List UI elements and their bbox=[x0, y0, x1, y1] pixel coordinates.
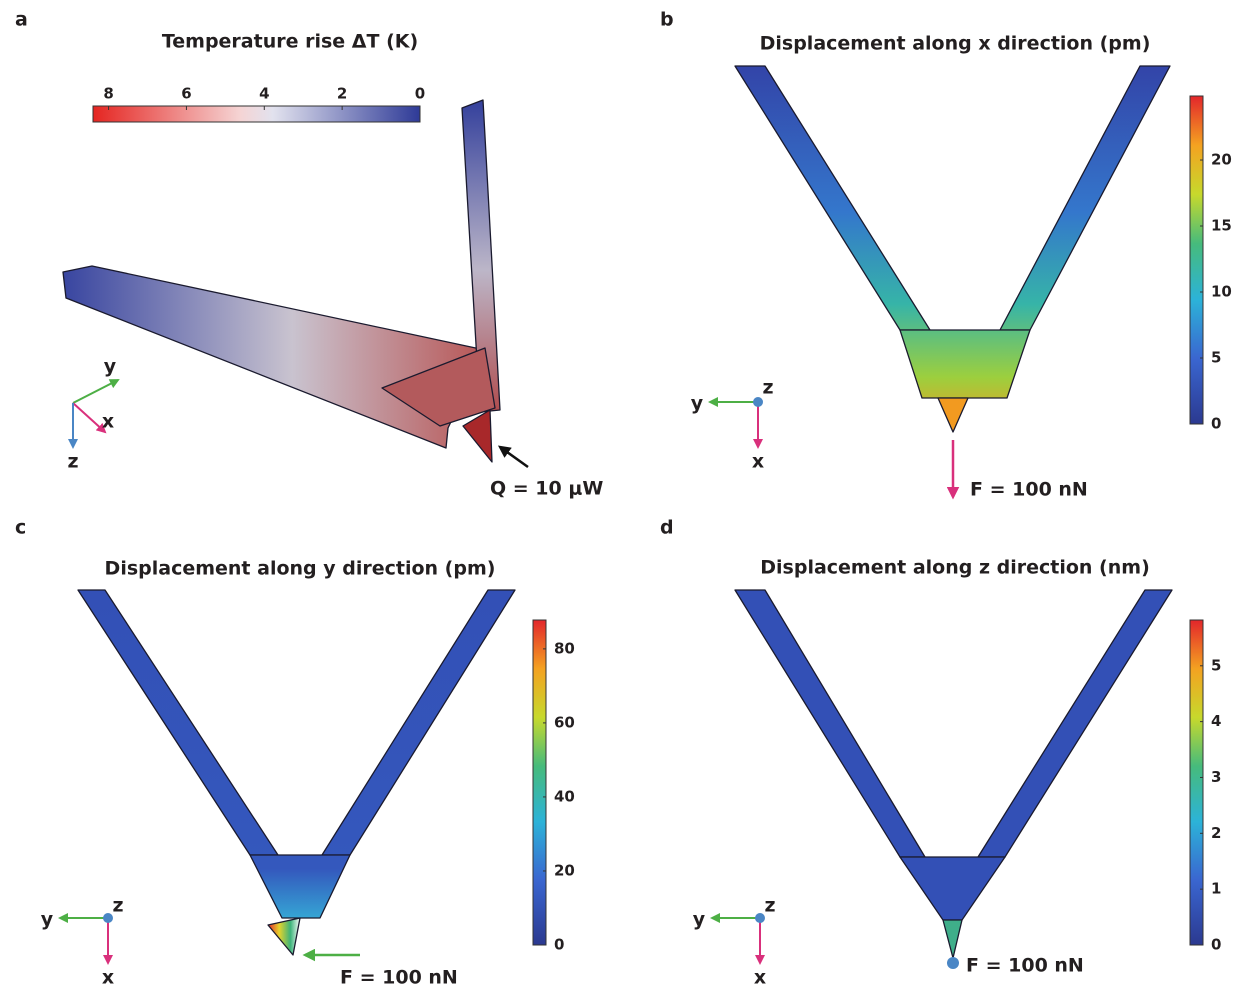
colorbar-tick-label: 2 bbox=[337, 85, 347, 103]
panel-label: c bbox=[15, 517, 26, 539]
cantilever-part bbox=[735, 66, 930, 330]
axis-label: y bbox=[104, 356, 117, 378]
colorbar bbox=[93, 106, 420, 122]
axis-arrow bbox=[73, 403, 105, 432]
axis-arrow bbox=[73, 380, 118, 403]
colorbar-tick-label: 0 bbox=[554, 936, 564, 954]
cantilever-part bbox=[63, 266, 485, 448]
colorbar-tick-label: 60 bbox=[554, 713, 575, 731]
axis-origin bbox=[753, 397, 763, 407]
colorbar-tick-label: 0 bbox=[415, 85, 425, 103]
axis-label: x bbox=[752, 451, 764, 473]
annotation: F = 100 nN bbox=[966, 955, 1084, 977]
axis-label: y bbox=[691, 393, 704, 415]
axis-label: y bbox=[693, 909, 706, 931]
colorbar-tick-label: 20 bbox=[554, 861, 575, 879]
colorbar-tick-label: 4 bbox=[259, 85, 269, 103]
cantilever-part bbox=[78, 590, 278, 855]
cantilever-part bbox=[900, 857, 1005, 920]
force-point bbox=[947, 957, 959, 969]
colorbar-tick-label: 0 bbox=[1211, 415, 1221, 433]
annotation: Q = 10 μW bbox=[490, 478, 603, 500]
cantilever-part bbox=[463, 410, 492, 462]
colorbar-tick-label: 8 bbox=[103, 85, 113, 103]
axis-label: x bbox=[102, 411, 114, 433]
axis-label: z bbox=[764, 895, 775, 917]
panel-label: b bbox=[660, 9, 674, 31]
colorbar-tick-label: 40 bbox=[554, 787, 575, 805]
panel-title: Displacement along x direction (pm) bbox=[760, 33, 1151, 55]
colorbar-tick-label: 4 bbox=[1211, 712, 1221, 730]
colorbar bbox=[1190, 620, 1203, 945]
annotation: F = 100 nN bbox=[340, 967, 458, 989]
colorbar-tick-label: 20 bbox=[1211, 151, 1232, 169]
colorbar-tick-label: 2 bbox=[1211, 824, 1221, 842]
cantilever-part bbox=[978, 590, 1172, 857]
cantilever-part bbox=[943, 920, 962, 958]
colorbar-tick-label: 15 bbox=[1211, 217, 1232, 235]
colorbar-tick-label: 5 bbox=[1211, 656, 1221, 674]
colorbar-tick-label: 1 bbox=[1211, 880, 1221, 898]
colorbar bbox=[533, 620, 546, 945]
axis-label: y bbox=[41, 909, 54, 931]
cantilever-part bbox=[735, 590, 925, 857]
colorbar bbox=[1190, 96, 1203, 424]
axis-label: x bbox=[102, 967, 114, 989]
cantilever-part bbox=[938, 398, 968, 432]
axis-label: z bbox=[762, 377, 773, 399]
figure: aTemperature rise ΔT (K)86420yxzQ = 10 μ… bbox=[0, 0, 1234, 991]
colorbar-tick-label: 3 bbox=[1211, 768, 1221, 786]
colorbar-tick-label: 80 bbox=[554, 639, 575, 657]
cantilever-part bbox=[1000, 66, 1170, 330]
axis-label: z bbox=[67, 451, 78, 473]
cantilever-part bbox=[250, 855, 350, 918]
colorbar-tick-label: 6 bbox=[181, 85, 191, 103]
panel-label: a bbox=[15, 9, 28, 31]
colorbar-tick-label: 10 bbox=[1211, 283, 1232, 301]
panel-label: d bbox=[660, 517, 674, 539]
colorbar-tick-label: 0 bbox=[1211, 936, 1221, 954]
cantilever-part bbox=[900, 330, 1030, 398]
cantilever-part bbox=[268, 918, 300, 955]
panel-title: Displacement along y direction (pm) bbox=[105, 558, 496, 580]
panel-title: Displacement along z direction (nm) bbox=[760, 557, 1150, 579]
axis-label: z bbox=[112, 895, 123, 917]
annotation-arrow bbox=[500, 447, 528, 467]
panel-title: Temperature rise ΔT (K) bbox=[162, 31, 418, 53]
axis-label: x bbox=[754, 967, 766, 989]
annotation: F = 100 nN bbox=[970, 479, 1088, 501]
cantilever-part bbox=[322, 590, 515, 855]
colorbar-tick-label: 5 bbox=[1211, 349, 1221, 367]
